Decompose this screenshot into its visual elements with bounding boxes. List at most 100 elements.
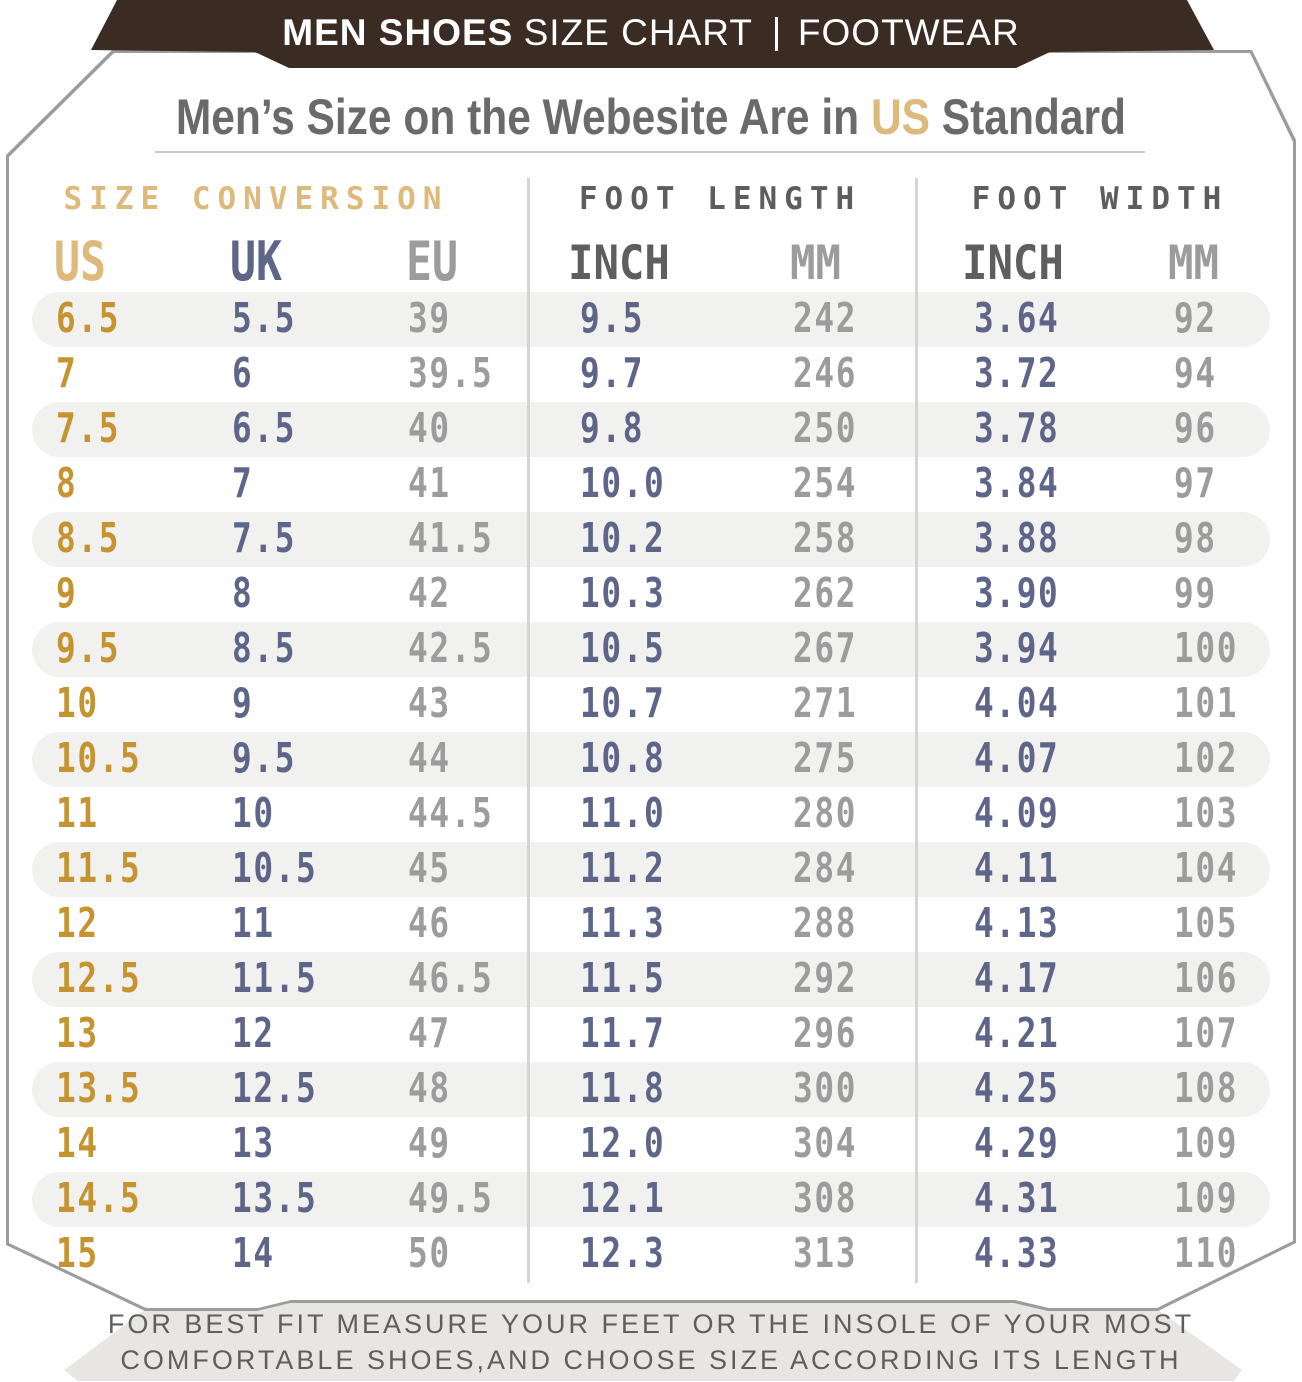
cell: 96 (1174, 404, 1217, 452)
cell: 11.8 (580, 1064, 666, 1112)
group-header-size-conversion: SIZE CONVERSION (63, 181, 449, 217)
cell: 109 (1174, 1119, 1239, 1167)
cell: 11 (232, 899, 275, 947)
cell: 313 (793, 1229, 858, 1277)
cell: 3.94 (974, 624, 1060, 672)
cell: 267 (793, 624, 858, 672)
cell: 292 (793, 954, 858, 1002)
cell: 4.04 (974, 679, 1060, 727)
cell: 47 (408, 1009, 451, 1057)
cell: 7 (56, 349, 78, 397)
cell: 105 (1174, 899, 1239, 947)
cell: 42.5 (408, 624, 494, 672)
cell: 92 (1174, 294, 1217, 342)
row-stripe (32, 842, 1270, 897)
cell: 13.5 (232, 1174, 318, 1222)
cell: 3.72 (974, 349, 1060, 397)
page-title-text: Men’s Size on the Webesite Are in (175, 89, 872, 145)
cell: 9.5 (56, 624, 121, 672)
cell: 10.3 (580, 569, 666, 617)
column-header-inch-width: INCH (962, 236, 1064, 291)
cell: 3.88 (974, 514, 1060, 562)
cell: 11.5 (232, 954, 318, 1002)
cell: 3.90 (974, 569, 1060, 617)
cell: 11.5 (580, 954, 666, 1002)
cell: 11.2 (580, 844, 666, 892)
page-title: Men’s Size on the Webesite Are in US Sta… (0, 88, 1302, 146)
cell: 13.5 (56, 1064, 142, 1112)
cell: 14 (232, 1229, 275, 1277)
cell: 258 (793, 514, 858, 562)
cell: 10.5 (232, 844, 318, 892)
cell: 12.1 (580, 1174, 666, 1222)
cell: 13 (56, 1009, 99, 1057)
column-header-us: US (54, 230, 107, 293)
cell: 98 (1174, 514, 1217, 562)
cell: 6 (232, 349, 254, 397)
cell: 109 (1174, 1174, 1239, 1222)
cell: 4.11 (974, 844, 1060, 892)
cell: 296 (793, 1009, 858, 1057)
cell: 11.3 (580, 899, 666, 947)
cell: 45 (408, 844, 451, 892)
cell: 4.29 (974, 1119, 1060, 1167)
cell: 94 (1174, 349, 1217, 397)
cell: 7 (232, 459, 254, 507)
cell: 12.3 (580, 1229, 666, 1277)
cell: 250 (793, 404, 858, 452)
cell: 7.5 (232, 514, 297, 562)
column-header-mm-width: MM (1168, 236, 1219, 291)
cell: 3.78 (974, 404, 1060, 452)
cell: 6.5 (56, 294, 121, 342)
group-header-foot-width: FOOT WIDTH (971, 181, 1229, 217)
banner-title-regular: SIZE CHART (523, 12, 753, 53)
cell: 42 (408, 569, 451, 617)
footer-note: FOR BEST FIT MEASURE YOUR FEET OR THE IN… (0, 1306, 1302, 1378)
cell: 10.5 (580, 624, 666, 672)
row-stripe (32, 1172, 1270, 1227)
row-stripe (32, 952, 1270, 1007)
cell: 308 (793, 1174, 858, 1222)
cell: 103 (1174, 789, 1239, 837)
cell: 13 (232, 1119, 275, 1167)
cell: 97 (1174, 459, 1217, 507)
cell: 10.8 (580, 734, 666, 782)
cell: 107 (1174, 1009, 1239, 1057)
cell: 4.13 (974, 899, 1060, 947)
cell: 49 (408, 1119, 451, 1167)
cell: 10.7 (580, 679, 666, 727)
cell: 304 (793, 1119, 858, 1167)
cell: 8 (56, 459, 78, 507)
cell: 4.31 (974, 1174, 1060, 1222)
cell: 9.5 (580, 294, 645, 342)
page-title-highlight: US (871, 89, 931, 145)
cell: 9 (232, 679, 254, 727)
cell: 4.33 (974, 1229, 1060, 1277)
cell: 8.5 (56, 514, 121, 562)
column-header-uk: UK (230, 230, 283, 293)
cell: 12.5 (56, 954, 142, 1002)
cell: 4.09 (974, 789, 1060, 837)
column-header-mm-length: MM (790, 236, 841, 291)
title-divider (155, 151, 1145, 153)
cell: 242 (793, 294, 858, 342)
cell: 50 (408, 1229, 451, 1277)
cell: 271 (793, 679, 858, 727)
cell: 101 (1174, 679, 1239, 727)
cell: 275 (793, 734, 858, 782)
footer-note-line2: COMFORTABLE SHOES,AND CHOOSE SIZE ACCORD… (120, 1345, 1182, 1375)
cell: 44 (408, 734, 451, 782)
cell: 11.0 (580, 789, 666, 837)
cell: 9.8 (580, 404, 645, 452)
cell: 3.84 (974, 459, 1060, 507)
cell: 43 (408, 679, 451, 727)
cell: 9 (56, 569, 78, 617)
cell: 300 (793, 1064, 858, 1112)
cell: 104 (1174, 844, 1239, 892)
group-header-foot-length: FOOT LENGTH (578, 181, 862, 217)
row-stripe (32, 732, 1270, 787)
cell: 246 (793, 349, 858, 397)
cell: 110 (1174, 1229, 1239, 1277)
